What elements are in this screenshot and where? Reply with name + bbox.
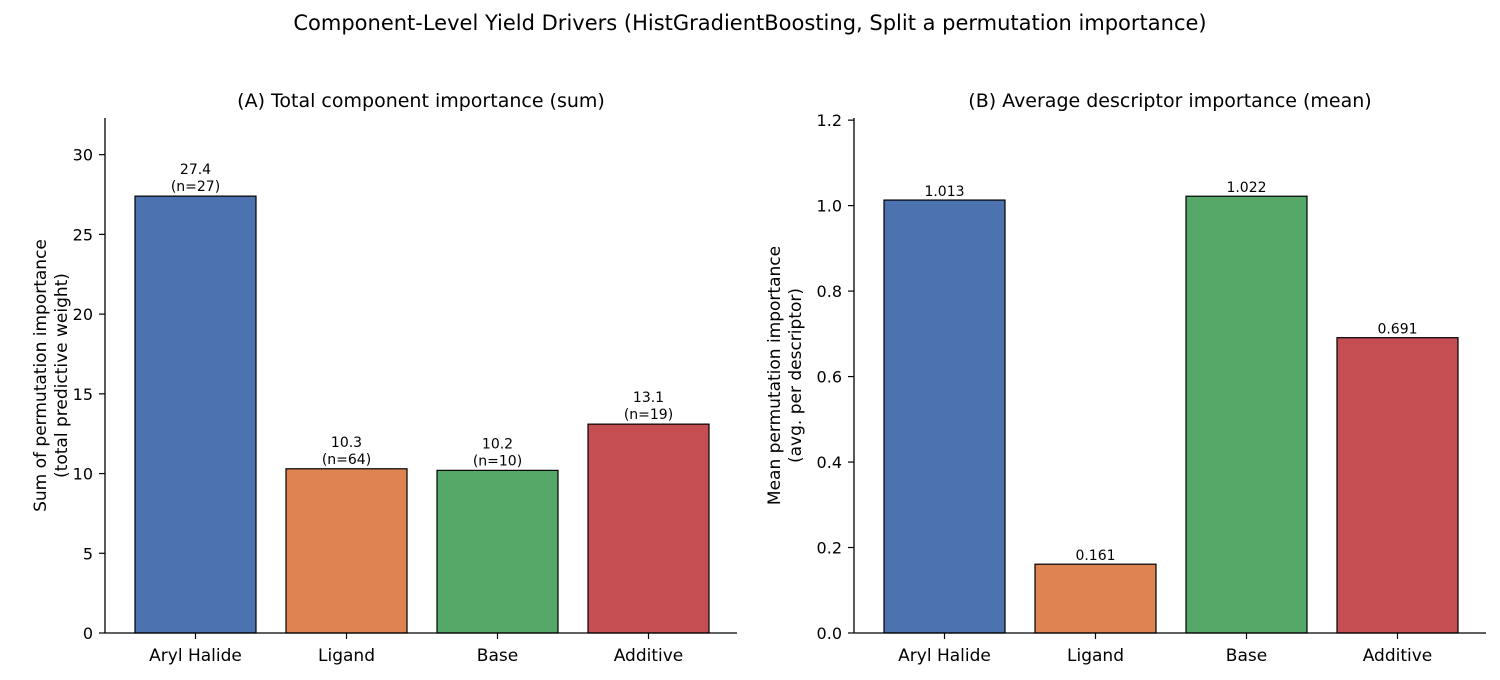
panel-b-ytick-label: 0.4 <box>817 453 842 472</box>
panel-a-ytick-label: 25 <box>73 225 93 244</box>
panel-a-ytick-label: 10 <box>73 465 93 484</box>
panel-b-xtick-label: Additive <box>1363 646 1433 666</box>
panel-b-ytick-label: 0.2 <box>817 539 842 558</box>
panel-a-count-label: (n=64) <box>322 452 371 468</box>
panel-a-ytick-label: 0 <box>83 624 93 643</box>
panel-b-ytick-label: 0.8 <box>817 282 842 301</box>
panel-b-xtick-label: Base <box>1226 646 1267 666</box>
panel-a-title: (A) Total component importance (sum) <box>237 90 605 112</box>
panel-b-xtick-label: Aryl Halide <box>898 646 991 666</box>
panel-b-bar <box>1034 563 1157 634</box>
panel-a-count-label: (n=19) <box>624 407 673 423</box>
panel-b-bar <box>1336 337 1459 634</box>
panel-b-bar <box>883 199 1006 634</box>
panel-b-ytick-label: 1.2 <box>817 111 842 130</box>
panel-a-count-label: (n=27) <box>171 179 220 195</box>
panel-b-ylabel-line: (avg. per descriptor) <box>786 288 806 463</box>
panel-a-xtick-label: Aryl Halide <box>149 646 242 666</box>
panel-b-bar <box>1185 195 1308 634</box>
panel-a-value-label: 10.3 <box>331 435 362 451</box>
panel-a-ytick-label: 20 <box>73 305 93 324</box>
panel-b-ylabel-line: Mean permutation importance <box>765 246 785 505</box>
panel-a-ytick-label: 5 <box>83 544 93 563</box>
panel-a-xtick-label: Ligand <box>318 646 375 666</box>
panel-a-bar <box>134 195 257 634</box>
panel-a-value-label: 13.1 <box>633 390 664 406</box>
panel-a-bar <box>285 468 408 634</box>
panel-b-value-label: 0.691 <box>1377 322 1417 338</box>
panel-a-bar <box>587 423 710 634</box>
panel-b-value-label: 1.022 <box>1226 180 1266 196</box>
panel-a-bar <box>436 469 559 634</box>
panel-b-ytick-label: 1.0 <box>817 197 842 216</box>
panel-a-ytick-label: 15 <box>73 385 93 404</box>
figure-title: Component-Level Yield Drivers (HistGradi… <box>293 11 1206 35</box>
panel-b-ytick-label: 0.6 <box>817 368 842 387</box>
panel-a-count-label: (n=10) <box>473 453 522 469</box>
panel-a-value-label: 27.4 <box>180 162 211 178</box>
panel-a-xtick-label: Base <box>477 646 518 666</box>
panel-a-ytick-label: 30 <box>73 146 93 165</box>
panel-a-xtick-label: Additive <box>614 646 684 666</box>
panel-b-value-label: 1.013 <box>924 184 964 200</box>
panel-b-value-label: 0.161 <box>1075 548 1115 564</box>
panel-b-title: (B) Average descriptor importance (mean) <box>968 90 1371 112</box>
panel-a-ylabel-line: (total predictive weight) <box>52 273 72 478</box>
panel-a-ylabel-line: Sum of permutation importance <box>31 239 51 512</box>
panel-b-xtick-label: Ligand <box>1067 646 1124 666</box>
panel-b-ytick-label: 0.0 <box>817 624 842 643</box>
panel-a-value-label: 10.2 <box>482 436 513 452</box>
